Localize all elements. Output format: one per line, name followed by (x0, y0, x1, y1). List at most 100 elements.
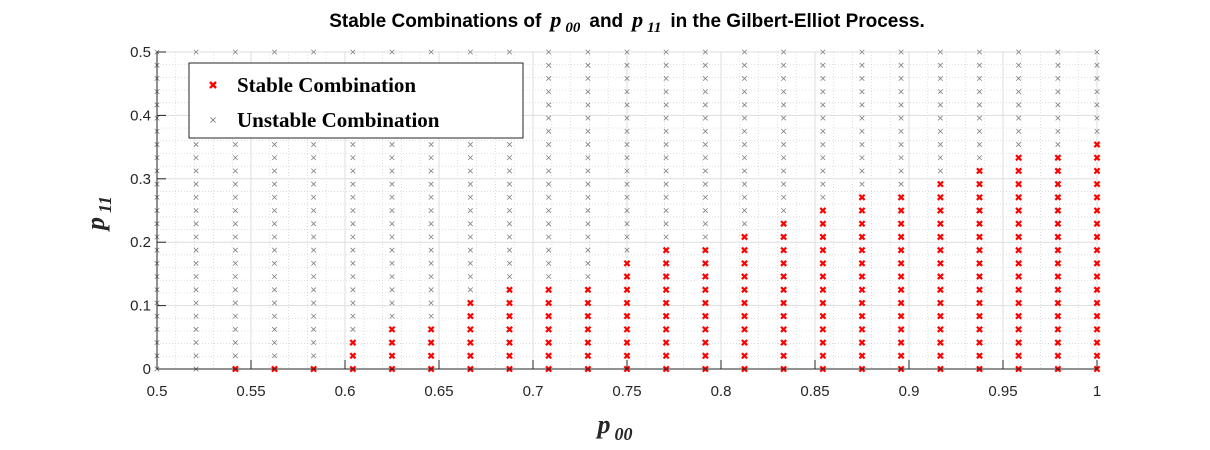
unstable-point (1055, 49, 1061, 55)
unstable-point (820, 115, 826, 121)
stable-point (780, 339, 787, 346)
stable-point (506, 312, 513, 320)
stable-point (388, 339, 396, 346)
unstable-point (937, 128, 943, 134)
unstable-point (506, 49, 513, 55)
unstable-point (193, 326, 199, 332)
stable-point (976, 180, 983, 188)
unstable-point (546, 62, 552, 68)
unstable-point (820, 128, 826, 134)
stable-point (388, 352, 396, 360)
unstable-point (193, 260, 199, 266)
stable-point (741, 299, 748, 307)
unstable-point (741, 128, 748, 134)
stable-point (858, 273, 866, 280)
unstable-point (781, 102, 787, 108)
chart-title: Stable Combinations of p 00 and p 11 in … (329, 7, 925, 36)
stable-point (1054, 259, 1062, 267)
stable-point (937, 233, 944, 241)
unstable-point (781, 128, 787, 134)
stable-point (937, 312, 944, 320)
unstable-point (546, 155, 552, 161)
stable-point (1054, 339, 1062, 346)
stable-point (702, 339, 709, 346)
unstable-point (1055, 128, 1061, 134)
unstable-point (350, 273, 356, 280)
unstable-point (232, 353, 238, 359)
unstable-point (311, 141, 317, 148)
unstable-point (663, 194, 669, 200)
unstable-point (937, 62, 943, 68)
stable-point (897, 246, 905, 254)
unstable-point (937, 168, 943, 174)
unstable-point (624, 168, 630, 174)
unstable-point (1016, 62, 1022, 68)
unstable-point (506, 260, 513, 266)
unstable-point (311, 221, 317, 227)
unstable-point (350, 207, 356, 214)
legend-label-unstable: Unstable Combination (237, 108, 440, 132)
unstable-point (389, 141, 395, 148)
stable-point (623, 352, 631, 360)
unstable-point (193, 234, 199, 240)
unstable-point (898, 75, 904, 82)
unstable-point (1016, 102, 1022, 108)
stable-point (780, 312, 787, 320)
unstable-point (741, 89, 748, 95)
unstable-point (467, 141, 473, 148)
stable-point (897, 326, 905, 333)
unstable-point (663, 221, 669, 227)
stable-points (232, 141, 1101, 373)
unstable-point (350, 141, 356, 148)
unstable-point (859, 168, 865, 174)
unstable-point (467, 247, 473, 253)
unstable-point (428, 247, 434, 253)
stable-point (662, 286, 670, 294)
unstable-point (350, 313, 356, 319)
unstable-point (1016, 128, 1022, 134)
unstable-point (859, 141, 865, 148)
unstable-point (898, 115, 904, 121)
x-tick-label: 0.95 (988, 383, 1017, 400)
unstable-point (428, 313, 434, 319)
stable-point (662, 312, 670, 320)
unstable-point (232, 49, 238, 55)
stable-point (584, 299, 592, 307)
unstable-point (976, 115, 983, 121)
unstable-point (271, 273, 278, 280)
stable-point (1054, 233, 1062, 241)
unstable-point (271, 168, 278, 174)
unstable-point (389, 194, 395, 200)
unstable-point (428, 181, 434, 187)
x-tick-label: 0.75 (612, 383, 641, 400)
unstable-point (820, 168, 826, 174)
unstable-point (467, 234, 473, 240)
stable-point (1054, 167, 1062, 175)
unstable-point (467, 168, 473, 174)
stable-point (780, 273, 787, 280)
unstable-point (271, 221, 278, 227)
unstable-point (663, 181, 669, 187)
unstable-point (781, 168, 787, 174)
stable-point (1054, 220, 1062, 228)
stable-point (819, 207, 827, 214)
stable-point (819, 233, 827, 241)
stable-point (976, 339, 983, 346)
unstable-point (506, 168, 513, 174)
unstable-point (820, 49, 826, 55)
stable-point (897, 352, 905, 360)
unstable-point (585, 247, 591, 253)
stable-point (897, 233, 905, 241)
unstable-point (546, 128, 552, 134)
y-tick-label: 0.5 (130, 44, 151, 61)
unstable-point (193, 353, 199, 359)
unstable-point (741, 194, 748, 200)
plot-area: 0.5 0.55 0.6 0.65 0.7 0.75 0.8 0.85 0.9 0.95 1 0 0.… (130, 44, 1101, 400)
unstable-point (232, 300, 238, 306)
unstable-point (271, 340, 278, 346)
unstable-point (428, 273, 434, 280)
unstable-point (350, 155, 356, 161)
unstable-point (663, 128, 669, 134)
title-prefix: Stable Combinations of (329, 11, 542, 32)
unstable-point (467, 221, 473, 227)
